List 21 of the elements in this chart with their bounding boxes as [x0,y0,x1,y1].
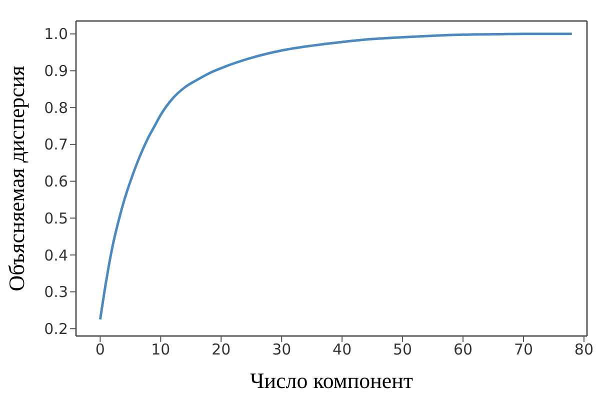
y-axis-title: Объясняемая дисперсия [4,66,29,292]
x-tick-label: 0 [95,340,105,359]
x-tick-label: 70 [514,340,534,359]
y-tick-label: 0.8 [44,98,68,117]
y-tick-label: 0.7 [44,136,68,154]
y-tick-label: 0.9 [44,62,68,80]
y-tick-label: 0.6 [44,172,68,191]
y-tick-label: 1.0 [44,25,68,44]
y-tick-label: 0.2 [44,320,68,338]
x-tick-label: 40 [332,340,352,359]
x-axis-title: Число компонент [250,368,414,393]
x-tick-label: 10 [151,340,170,359]
x-tick-label: 30 [272,340,292,359]
line-series [98,32,574,321]
x-tick-label: 60 [453,340,473,359]
y-tick-label: 0.5 [44,209,68,228]
x-tick-label: 50 [393,340,412,359]
x-tick-label: 20 [212,340,231,359]
y-tick-label: 0.4 [44,246,68,264]
x-tick-label: 80 [574,340,594,359]
y-tick-label: 0.3 [44,283,68,302]
